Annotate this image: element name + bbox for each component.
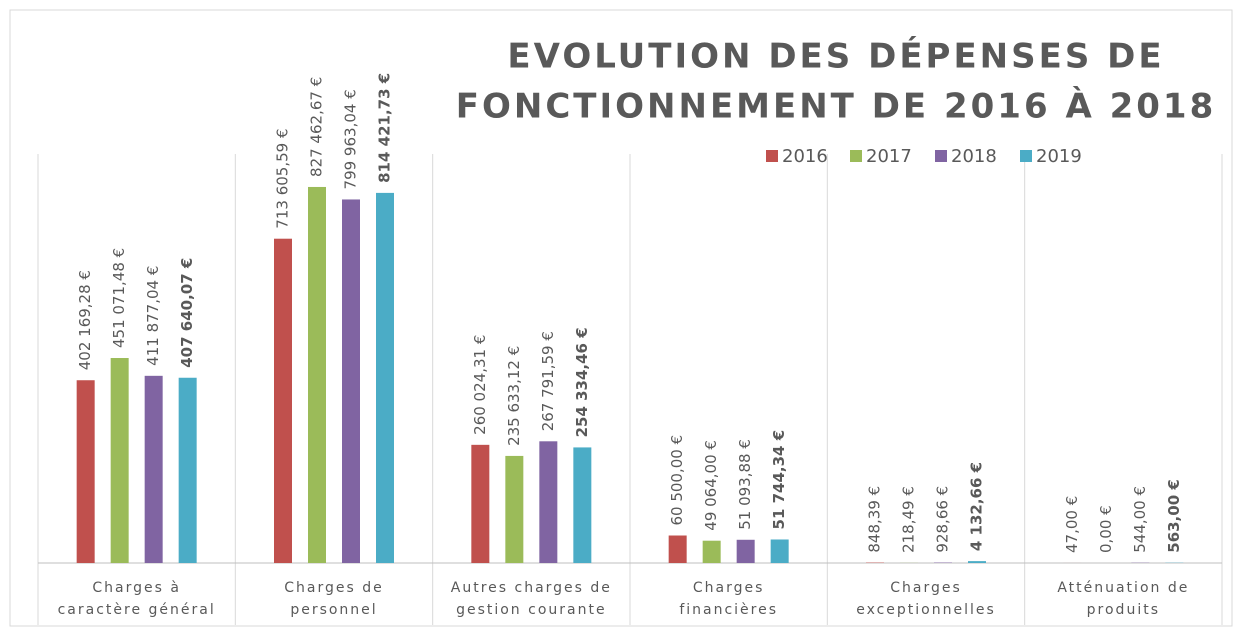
- x-tick-label: financières: [679, 602, 778, 618]
- bar: [539, 441, 558, 563]
- bar: [573, 447, 592, 563]
- legend-label: 2016: [782, 146, 828, 167]
- value-label: 260 024,31 €: [471, 335, 489, 435]
- value-label: 848,39 €: [866, 486, 884, 553]
- value-label: 411 877,04 €: [144, 266, 162, 366]
- bar: [110, 358, 129, 563]
- value-label: 563,00 €: [1165, 479, 1183, 553]
- value-label: 51 093,88 €: [736, 439, 754, 530]
- x-tick-label: gestion courante: [456, 602, 607, 618]
- x-tick-label: Autres charges de: [451, 580, 612, 596]
- bar: [144, 375, 163, 563]
- bar: [178, 377, 197, 563]
- bar: [342, 199, 360, 563]
- bar: [308, 186, 326, 564]
- value-label: 51 744,34 €: [770, 430, 788, 530]
- x-tick-label: Atténuation de: [1057, 580, 1189, 596]
- value-label: 544,00 €: [1131, 486, 1149, 553]
- bar: [76, 380, 95, 563]
- bar: [702, 540, 721, 563]
- value-label: 267 791,59 €: [539, 331, 557, 431]
- bar: [376, 192, 394, 563]
- value-label: 402 169,28 €: [76, 270, 94, 370]
- value-label: 713 605,59 €: [274, 129, 292, 229]
- value-label: 49 064,00 €: [702, 440, 720, 531]
- value-label: 827 462,67 €: [308, 77, 326, 177]
- legend-swatch: [850, 150, 862, 162]
- x-tick-label: Charges à: [92, 580, 181, 596]
- legend-swatch: [935, 150, 947, 162]
- bar: [274, 238, 292, 563]
- bar: [736, 539, 755, 563]
- value-label: 218,49 €: [900, 486, 918, 553]
- value-label: 814 421,73 €: [376, 73, 394, 183]
- x-tick-label: Charges: [890, 580, 962, 596]
- chart-title: EVOLUTION DES DÉPENSES DE: [507, 36, 1164, 77]
- value-label: 47,00 €: [1063, 496, 1081, 553]
- legend-swatch: [766, 150, 778, 162]
- value-label: 928,66 €: [934, 486, 952, 553]
- bar: [668, 535, 687, 563]
- legend-label: 2019: [1036, 146, 1082, 167]
- legend-swatch: [1020, 150, 1032, 162]
- x-tick-label: caractère général: [58, 602, 216, 618]
- x-tick-label: exceptionnelles: [856, 602, 996, 618]
- x-tick-label: personnel: [290, 602, 377, 618]
- legend-label: 2017: [866, 146, 912, 167]
- x-tick-label: Charges: [693, 580, 765, 596]
- value-label: 451 071,48 €: [110, 248, 128, 348]
- value-label: 799 963,04 €: [342, 89, 360, 189]
- bar: [471, 444, 490, 563]
- value-label: 254 334,46 €: [573, 327, 591, 437]
- value-label: 407 640,07 €: [178, 258, 196, 368]
- chart-title: FONCTIONNEMENT DE 2016 À 2018: [456, 86, 1217, 127]
- bar: [968, 561, 986, 563]
- x-tick-label: produits: [1087, 602, 1160, 618]
- bar: [505, 455, 524, 563]
- chart-frame: [9, 9, 1233, 627]
- value-label: 235 633,12 €: [505, 346, 523, 446]
- legend-label: 2018: [951, 146, 997, 167]
- value-label: 0,00 €: [1097, 505, 1115, 553]
- value-label: 60 500,00 €: [668, 435, 686, 526]
- value-label: 4 132,66 €: [968, 462, 986, 551]
- bar: [770, 539, 789, 563]
- x-tick-label: Charges de: [284, 580, 383, 596]
